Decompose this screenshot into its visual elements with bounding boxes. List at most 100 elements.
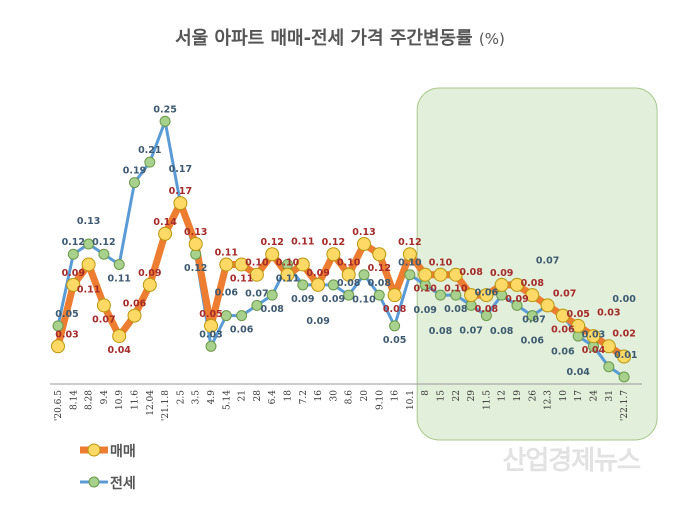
data-point-sale bbox=[158, 226, 173, 241]
data-point-sale bbox=[51, 339, 65, 354]
data-point-jeonse bbox=[98, 248, 110, 260]
data-label-sale: 0.10 bbox=[444, 284, 468, 295]
data-point-jeonse bbox=[511, 299, 523, 311]
legend-marker-jeonse bbox=[88, 476, 100, 488]
data-label-sale: 0.12 bbox=[398, 237, 421, 248]
x-tick-label: 8.28 bbox=[85, 390, 95, 410]
data-point-sale bbox=[295, 257, 310, 272]
x-tick-label: 19 bbox=[513, 390, 523, 402]
data-label-jeonse: 0.12 bbox=[62, 237, 85, 248]
data-label-sale: 0.09 bbox=[505, 294, 528, 305]
data-point-sale bbox=[326, 247, 341, 262]
data-label-sale: 0.08 bbox=[521, 278, 545, 289]
x-tick-label: 8.14 bbox=[69, 390, 79, 410]
data-point-jeonse bbox=[526, 310, 538, 322]
data-label-sale: 0.04 bbox=[582, 345, 606, 356]
x-tick-label: 16 bbox=[314, 390, 324, 402]
data-label-sale: 0.13 bbox=[184, 227, 207, 238]
data-label-jeonse: 0.03 bbox=[582, 329, 605, 340]
data-point-jeonse bbox=[236, 310, 248, 322]
data-label-sale: 0.12 bbox=[322, 237, 345, 248]
data-point-jeonse bbox=[159, 115, 171, 127]
data-label-sale: 0.08 bbox=[383, 304, 407, 315]
data-label-sale: 0.08 bbox=[475, 304, 499, 315]
chart-title: 서울 아파트 매매-전세 가격 주간변동률 (%) bbox=[0, 24, 680, 50]
data-point-sale bbox=[448, 267, 463, 282]
data-point-sale bbox=[402, 247, 417, 262]
data-label-jeonse: 0.00 bbox=[612, 294, 636, 305]
data-label-jeonse: 0.05 bbox=[55, 309, 78, 320]
data-point-sale bbox=[525, 288, 540, 303]
data-point-jeonse bbox=[83, 238, 95, 250]
legend-marker-sale bbox=[87, 443, 101, 457]
x-tick-label: 29 bbox=[467, 390, 477, 402]
data-label-jeonse: 0.08 bbox=[260, 304, 284, 315]
x-tick-label: 30 bbox=[329, 390, 339, 402]
x-tick-label: 2.5 bbox=[176, 390, 186, 405]
data-label-sale: 0.06 bbox=[551, 325, 575, 336]
data-point-jeonse bbox=[480, 310, 492, 322]
data-label-sale: 0.10 bbox=[337, 258, 361, 269]
data-label-sale: 0.10 bbox=[413, 284, 437, 295]
data-point-sale bbox=[249, 267, 264, 282]
data-point-sale bbox=[433, 267, 448, 282]
data-point-sale bbox=[96, 298, 111, 313]
data-label-jeonse: 0.08 bbox=[444, 304, 468, 315]
data-point-sale bbox=[479, 288, 494, 303]
data-label-sale: 0.09 bbox=[62, 268, 85, 279]
data-label-jeonse: 0.03 bbox=[199, 329, 222, 340]
data-point-jeonse bbox=[389, 320, 401, 332]
data-label-sale: 0.11 bbox=[77, 284, 100, 295]
x-tick-label: 4.9 bbox=[207, 390, 217, 405]
data-point-jeonse bbox=[343, 289, 355, 301]
data-label-jeonse: 0.09 bbox=[306, 316, 329, 327]
data-label-sale: 0.07 bbox=[553, 288, 576, 299]
x-tick-label: 10.1 bbox=[406, 390, 416, 410]
x-tick-label: 6.4 bbox=[268, 390, 278, 405]
data-label-jeonse: 0.09 bbox=[322, 294, 345, 305]
data-label-sale: 0.05 bbox=[199, 309, 222, 320]
data-label-sale: 0.09 bbox=[138, 268, 161, 279]
data-point-jeonse bbox=[220, 310, 232, 322]
data-label-sale: 0.09 bbox=[306, 268, 329, 279]
data-label-sale: 0.11 bbox=[291, 236, 314, 247]
data-label-sale: 0.04 bbox=[107, 345, 131, 356]
data-label-jeonse: 0.21 bbox=[138, 145, 161, 156]
x-tick-label: 12 bbox=[498, 390, 508, 401]
x-tick-label: '21.1.8 bbox=[161, 390, 171, 421]
data-point-jeonse bbox=[251, 299, 263, 311]
x-tick-label: 21 bbox=[238, 390, 248, 401]
data-label-jeonse: 0.10 bbox=[398, 258, 422, 269]
data-label-jeonse: 0.07 bbox=[459, 325, 482, 336]
data-label-jeonse: 0.09 bbox=[291, 294, 314, 305]
data-point-sale bbox=[510, 277, 524, 292]
data-point-jeonse bbox=[129, 177, 140, 189]
title-unit: (%) bbox=[478, 30, 505, 48]
x-tick-label: 8.6 bbox=[345, 390, 355, 405]
watermark: 산업경제뉴스 bbox=[502, 446, 641, 476]
data-label-sale: 0.05 bbox=[566, 309, 589, 320]
data-label-jeonse: 0.06 bbox=[230, 325, 254, 336]
x-tick-label: '22.1.7 bbox=[620, 390, 630, 421]
data-point-sale bbox=[387, 288, 402, 303]
data-point-jeonse bbox=[373, 289, 385, 301]
x-tick-label: 10 bbox=[559, 390, 569, 402]
data-label-jeonse: 0.25 bbox=[153, 104, 176, 115]
data-label-jeonse: 0.12 bbox=[92, 237, 115, 248]
x-tick-label: 10.9 bbox=[115, 390, 125, 410]
data-point-sale bbox=[540, 298, 555, 313]
data-point-sale bbox=[112, 329, 127, 344]
data-point-sale bbox=[494, 277, 509, 292]
data-label-sale: 0.11 bbox=[230, 273, 253, 284]
data-point-sale bbox=[265, 247, 280, 262]
data-label-jeonse: 0.07 bbox=[536, 255, 559, 266]
data-point-jeonse bbox=[297, 279, 309, 291]
data-label-sale: 0.10 bbox=[276, 258, 300, 269]
legend-item-jeonse: 전세 bbox=[80, 473, 136, 493]
data-point-jeonse bbox=[450, 289, 462, 301]
data-label-jeonse: 0.19 bbox=[123, 166, 146, 177]
data-point-jeonse bbox=[327, 279, 339, 291]
data-label-sale: 0.02 bbox=[612, 329, 635, 340]
data-point-sale bbox=[418, 267, 433, 282]
